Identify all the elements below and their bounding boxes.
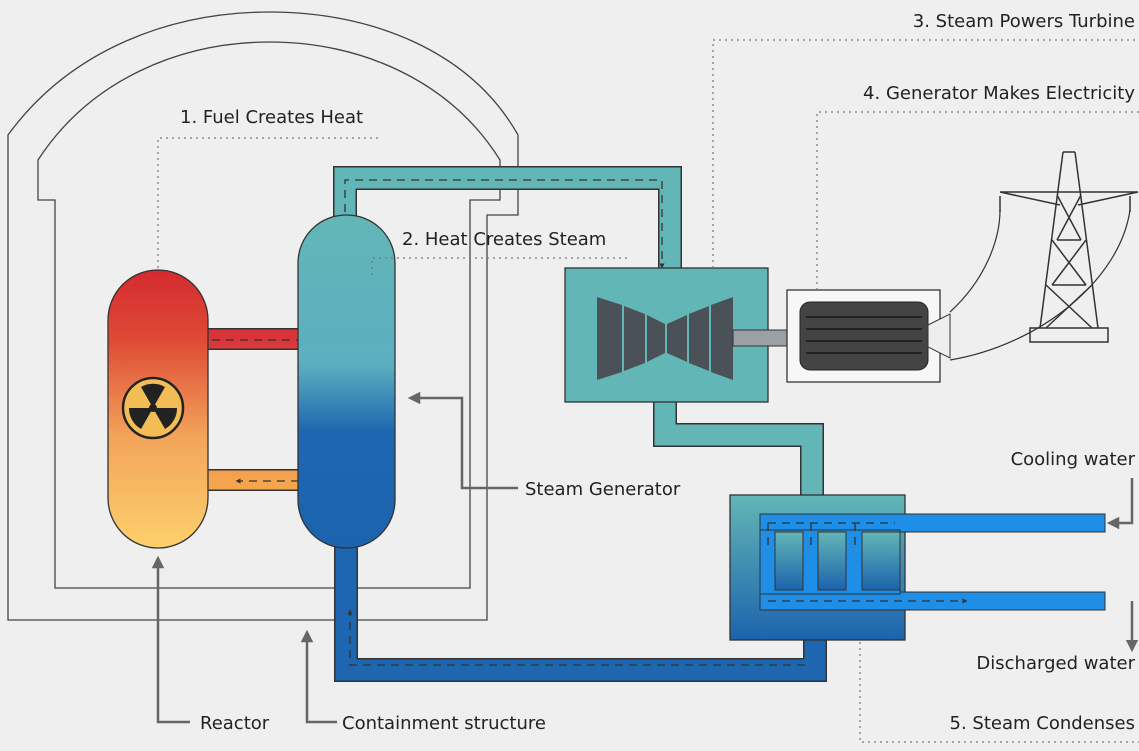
containment-outer <box>7 11 519 621</box>
step-label: 1. Fuel Creates Heat <box>180 107 363 128</box>
condenser-chambers <box>774 531 901 591</box>
return-flow <box>347 609 805 666</box>
steam-generator <box>297 214 396 549</box>
discharge-tube <box>759 591 1106 611</box>
component-label: Reactor <box>200 713 270 734</box>
turbine-blades <box>597 297 733 380</box>
step-label: 3. Steam Powers Turbine <box>913 11 1135 32</box>
step-label: 2. Heat Creates Steam <box>402 229 606 250</box>
arrow-containment <box>300 629 337 724</box>
generator-lines <box>806 316 922 354</box>
arrow-reactor <box>151 555 190 724</box>
leader-4 <box>816 111 1139 290</box>
wires <box>949 209 1131 361</box>
step-label: 4. Generator Makes Electricity <box>863 83 1135 104</box>
return-pipe-fill <box>335 538 826 681</box>
condenser-flow <box>767 522 965 601</box>
leader-3 <box>712 39 1139 268</box>
step-label: 5. Steam Condenses <box>950 713 1135 734</box>
generator <box>799 301 929 371</box>
generator-cone <box>927 313 951 359</box>
component-label: Steam Generator <box>525 479 681 500</box>
arrow-steam-generator <box>407 391 518 490</box>
component-label: Containment structure <box>342 713 546 734</box>
leader-1 <box>157 137 382 268</box>
cooling-tube <box>759 513 1106 533</box>
component-label: Discharged water <box>976 653 1135 674</box>
component-label: Cooling water <box>1011 449 1136 470</box>
radiation-symbol <box>121 376 185 440</box>
power-tower <box>999 151 1139 343</box>
containment-inner <box>37 41 501 589</box>
arrow-cooling <box>1106 478 1134 530</box>
